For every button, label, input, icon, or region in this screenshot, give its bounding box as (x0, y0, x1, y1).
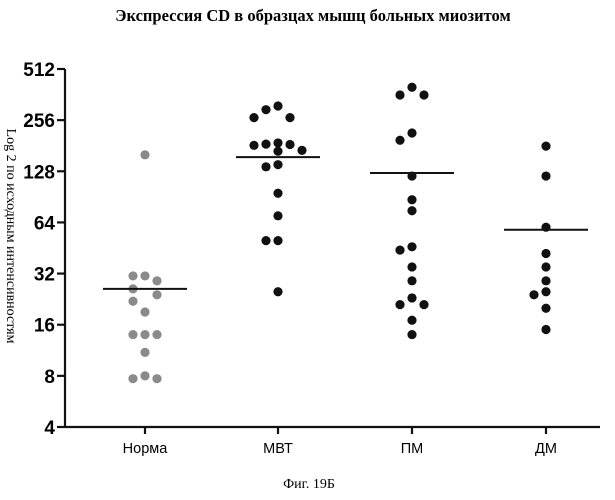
y-tick-label: 512 (23, 60, 55, 81)
data-point (407, 262, 416, 271)
x-tick-label: МВТ (263, 441, 293, 457)
data-point (140, 371, 149, 380)
y-tick-label: 16 (34, 316, 55, 337)
data-point (273, 160, 282, 169)
data-point (128, 374, 137, 383)
y-tick-label: 256 (23, 111, 55, 132)
data-point (407, 206, 416, 215)
data-point (285, 140, 294, 149)
data-point (273, 287, 282, 296)
x-tick-label: Норма (123, 441, 169, 457)
data-point (407, 293, 416, 302)
data-point (261, 140, 270, 149)
data-point (128, 271, 137, 280)
data-point (395, 300, 404, 309)
figure-caption: Фиг. 19Б (283, 477, 335, 492)
x-tick-label: ДМ (535, 441, 557, 457)
data-point (395, 90, 404, 99)
data-point (541, 171, 550, 180)
data-point (261, 162, 270, 171)
data-point (395, 245, 404, 254)
data-point (128, 330, 137, 339)
data-point (407, 195, 416, 204)
data-point (419, 90, 428, 99)
data-point (541, 262, 550, 271)
data-point (407, 242, 416, 251)
data-point (152, 330, 161, 339)
data-point (541, 325, 550, 334)
data-point (249, 141, 258, 150)
data-point (152, 290, 161, 299)
data-point (140, 271, 149, 280)
data-point (140, 330, 149, 339)
y-tick-label: 64 (34, 213, 56, 234)
y-tick-label: 4 (44, 418, 55, 439)
data-point (152, 276, 161, 285)
data-point (273, 211, 282, 220)
y-tick-label: 8 (44, 367, 55, 388)
x-tick-label: ПМ (401, 441, 424, 457)
data-point (529, 290, 538, 299)
data-point (140, 307, 149, 316)
y-tick-label: 32 (34, 265, 55, 286)
y-axis-label: Log 2 по исходным интенсивностям (3, 129, 18, 344)
data-point (128, 297, 137, 306)
data-point (419, 300, 428, 309)
data-point (407, 316, 416, 325)
data-point (140, 348, 149, 357)
y-tick-label: 128 (23, 162, 55, 183)
data-point (407, 330, 416, 339)
data-point (273, 236, 282, 245)
data-point (273, 189, 282, 198)
chart-title: Экспрессия CD в образцах мышц больных ми… (115, 6, 510, 25)
data-point (541, 142, 550, 151)
data-point (541, 287, 550, 296)
x-axis: Норма МВТ ПМ ДМ (65, 427, 600, 457)
data-point (261, 236, 270, 245)
data-point (395, 136, 404, 145)
data-point (152, 374, 161, 383)
data-point (273, 101, 282, 110)
data-point (140, 150, 149, 159)
data-point (407, 276, 416, 285)
data-point (297, 146, 306, 155)
data-point (261, 105, 270, 114)
data-point (407, 83, 416, 92)
data-point (541, 304, 550, 313)
data-point (541, 276, 550, 285)
data-point (285, 113, 294, 122)
data-point (273, 138, 282, 147)
y-axis: 512 256 128 64 32 16 8 4 (23, 60, 65, 439)
data-point (407, 128, 416, 137)
data-point (273, 147, 282, 156)
data-points (128, 83, 550, 384)
data-point (249, 113, 258, 122)
median-lines (103, 157, 588, 289)
data-point (541, 249, 550, 258)
